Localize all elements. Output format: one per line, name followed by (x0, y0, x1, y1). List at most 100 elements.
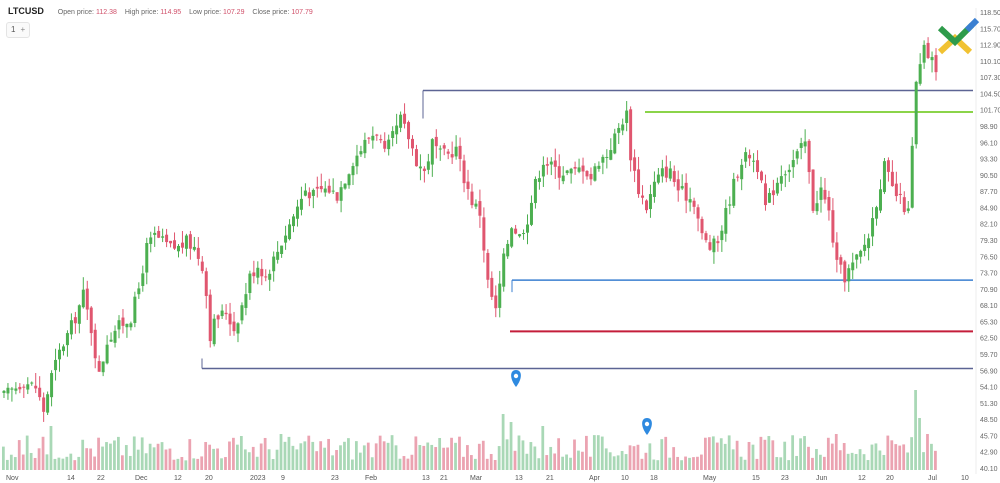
candle-body (787, 169, 791, 173)
add-timeframe-icon[interactable]: + (20, 25, 26, 34)
candle-body (335, 192, 339, 201)
candle-body (652, 181, 656, 197)
volume-bar (826, 437, 830, 470)
candle-body (466, 181, 470, 189)
volume-bar (9, 454, 13, 470)
candle-body (847, 268, 851, 282)
volume-bar (430, 444, 434, 470)
volume-bar (692, 457, 695, 470)
candle-body (886, 160, 890, 172)
volume-bar (822, 456, 826, 470)
y-tick-label: 40.10 (980, 466, 998, 473)
candle-body (256, 267, 260, 278)
volume-bar (850, 452, 854, 470)
volume-bar (648, 443, 652, 470)
candle-body (264, 276, 268, 278)
volume-bar (144, 453, 148, 470)
candle-body (6, 387, 10, 394)
candle-body (791, 160, 795, 168)
timeframe-button[interactable]: 1 + (6, 22, 31, 38)
volume-bar (140, 437, 144, 470)
candle-body (783, 174, 787, 176)
candle-body (795, 151, 799, 159)
candle-body (65, 333, 69, 346)
volume-bar (279, 434, 283, 470)
volume-bar (870, 444, 874, 470)
y-tick-label: 70.90 (980, 287, 998, 294)
candle-body (240, 305, 244, 321)
y-tick-label: 42.90 (980, 450, 998, 457)
candle-body (180, 242, 184, 248)
volume-bar (192, 458, 196, 470)
candle-body (438, 148, 442, 150)
volume-bar (719, 438, 723, 470)
candle-body (720, 230, 724, 241)
volume-bar (561, 456, 564, 470)
volume-bar (347, 438, 350, 470)
candle-body (113, 330, 117, 343)
volume-bar (382, 441, 386, 470)
volume-bar (247, 452, 251, 470)
y-tick-label: 107.30 (980, 75, 1000, 82)
volume-bar (612, 456, 616, 470)
candle-body (196, 247, 200, 259)
volume-bar (454, 442, 457, 470)
volume-bar (49, 426, 53, 470)
x-tick-label: 9 (281, 475, 285, 482)
volume-bar (184, 460, 188, 470)
x-tick-label: Mar (470, 475, 483, 482)
candle-body (73, 317, 77, 324)
high-label: High price: (124, 9, 159, 16)
volume-bar (132, 436, 136, 470)
volume-bar (65, 456, 69, 470)
candle-body (835, 242, 839, 260)
candle-body (351, 166, 355, 176)
volume-bar (707, 437, 711, 470)
y-tick-label: 101.70 (980, 108, 1000, 115)
candle-body (902, 197, 906, 213)
candle-body (371, 135, 375, 141)
candle-body (561, 175, 565, 182)
candle-body (81, 289, 85, 308)
candle-body (18, 386, 22, 390)
volume-bar (45, 454, 49, 470)
candle-body (42, 397, 46, 412)
volume-bar (628, 445, 632, 470)
volume-bar (838, 450, 842, 470)
volume-bar (874, 443, 878, 470)
candle-body (823, 189, 827, 200)
candle-body (922, 44, 926, 63)
volume-bar (370, 457, 374, 470)
volume-bar (315, 451, 319, 470)
open-value: 112.38 (95, 9, 117, 16)
candle-body (192, 246, 196, 250)
x-tick-label: 2023 (250, 475, 266, 482)
candle-body (819, 187, 823, 200)
volume-bar (553, 453, 557, 470)
candle-body (2, 390, 6, 393)
candle-body (613, 133, 617, 154)
volume-bar (164, 449, 168, 470)
x-tick-label: Apr (589, 475, 601, 482)
volume-bar (168, 448, 172, 470)
volume-bar (466, 445, 469, 470)
candle-body (621, 124, 625, 131)
candle-body (704, 233, 708, 241)
y-tick-label: 65.30 (980, 319, 998, 326)
volume-bar (13, 457, 17, 470)
candle-body (676, 179, 680, 191)
volume-bar (588, 456, 592, 470)
volume-bar (830, 443, 834, 470)
candle-body (522, 233, 526, 235)
volume-bar (200, 456, 204, 470)
x-tick-label: 10 (621, 475, 629, 482)
candle-body (323, 188, 327, 193)
ohlc-header: LTCUSD Open price: 112.38 High price: 114.… (8, 6, 313, 16)
volume-bar (930, 443, 933, 470)
candle-body (454, 146, 458, 157)
y-tick-label: 115.70 (980, 26, 1000, 33)
volume-bar (596, 435, 600, 470)
volume-bar (470, 455, 473, 470)
candle-body (101, 361, 105, 373)
